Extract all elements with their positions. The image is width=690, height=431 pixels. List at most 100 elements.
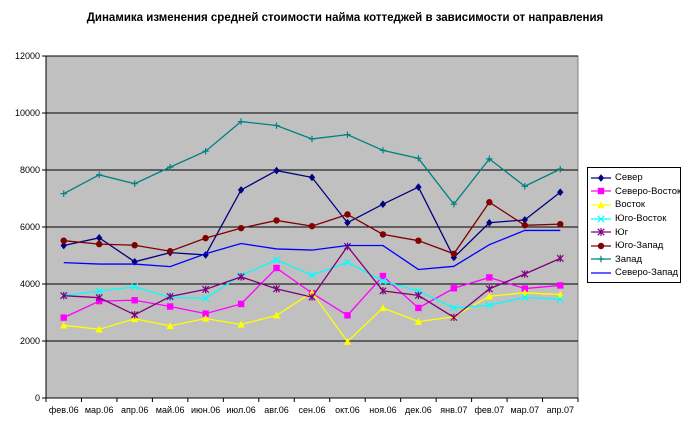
- legend-item: Северо-Запад: [590, 266, 680, 280]
- data-point: [237, 320, 245, 328]
- data-point: [201, 294, 210, 302]
- data-point: [450, 285, 458, 292]
- data-point: [131, 297, 138, 304]
- data-point: [166, 292, 174, 301]
- data-point: [166, 322, 174, 330]
- data-point: [343, 242, 352, 251]
- x-tick-label: май.06: [156, 405, 185, 415]
- data-point: [237, 224, 245, 232]
- legend-label: Восток: [615, 199, 646, 211]
- data-point: [557, 282, 564, 289]
- data-point: [556, 295, 564, 304]
- data-point: [273, 122, 280, 129]
- x-tick-label: июл.06: [226, 405, 255, 415]
- legend-label: Юго-Восток: [615, 213, 667, 225]
- data-point: [450, 250, 458, 257]
- series-1: [60, 166, 564, 266]
- x-tick-label: окт.06: [335, 405, 360, 415]
- data-point: [521, 293, 529, 302]
- legend-label: Северо-Восток: [615, 185, 682, 197]
- y-tick-label: 10000: [15, 108, 40, 118]
- data-point: [486, 199, 493, 206]
- data-point: [521, 270, 529, 278]
- data-point: [485, 285, 493, 293]
- legend-item: Юго-Восток: [590, 212, 680, 226]
- legend-swatch: [591, 242, 611, 249]
- data-point: [202, 234, 209, 242]
- x-tick-label: мар.06: [85, 405, 114, 415]
- data-point: [597, 214, 605, 223]
- x-tick-label: июн.06: [191, 405, 220, 415]
- data-point: [308, 293, 316, 301]
- data-point: [557, 220, 564, 228]
- y-tick-label: 6000: [20, 222, 40, 232]
- data-point: [414, 317, 423, 325]
- data-point: [344, 312, 351, 319]
- y-tick-label: 8000: [20, 165, 40, 175]
- x-tick-label: дек.06: [405, 405, 432, 415]
- data-point: [202, 147, 209, 155]
- data-point: [521, 222, 528, 229]
- data-point: [486, 218, 493, 227]
- data-point: [521, 285, 528, 292]
- data-point: [343, 258, 352, 266]
- series-6: [60, 199, 564, 257]
- data-point: [237, 186, 245, 194]
- data-point: [60, 190, 67, 197]
- data-point: [60, 321, 68, 329]
- data-point: [202, 310, 209, 317]
- data-point: [60, 237, 67, 244]
- data-point: [201, 285, 210, 294]
- series-7: [60, 118, 564, 208]
- data-point: [201, 314, 210, 322]
- legend-label: Юг: [615, 226, 629, 238]
- x-tick-label: апр.06: [121, 405, 148, 415]
- data-point: [415, 237, 422, 244]
- legend-item: Восток: [590, 198, 680, 212]
- data-point: [344, 131, 351, 138]
- data-point: [272, 311, 281, 319]
- data-point: [308, 222, 316, 230]
- legend-swatch: [591, 272, 611, 274]
- y-tick-label: 2000: [20, 336, 40, 346]
- legend-swatch: [591, 214, 611, 223]
- data-point: [60, 314, 67, 321]
- data-point: [379, 277, 387, 285]
- data-point: [96, 240, 103, 248]
- x-tick-label: ноя.06: [369, 405, 396, 415]
- data-point: [450, 313, 458, 322]
- data-point: [237, 118, 245, 125]
- legend-item: Юго-Запад: [590, 239, 680, 253]
- data-point: [60, 241, 67, 250]
- data-point: [597, 256, 605, 263]
- data-point: [556, 254, 564, 263]
- data-point: [379, 287, 387, 295]
- data-point: [60, 291, 68, 300]
- data-point: [273, 217, 280, 224]
- legend-item: Северо-Восток: [590, 185, 682, 199]
- data-point: [486, 274, 493, 281]
- data-point: [597, 242, 605, 249]
- data-point: [450, 201, 458, 208]
- data-point: [96, 234, 103, 242]
- data-point: [556, 290, 564, 298]
- data-point: [521, 183, 528, 190]
- data-point: [237, 273, 245, 281]
- data-point: [272, 256, 281, 264]
- data-point: [273, 166, 280, 175]
- data-point: [237, 300, 245, 308]
- data-point: [344, 218, 351, 227]
- y-tick-label: 4000: [20, 279, 40, 289]
- legend-label: Юго-Запад: [615, 240, 664, 252]
- data-point: [415, 155, 422, 162]
- x-tick-label: авг.06: [264, 405, 288, 415]
- data-point: [308, 271, 316, 279]
- data-point: [166, 163, 174, 171]
- data-point: [414, 291, 423, 300]
- data-point: [379, 200, 387, 208]
- x-tick-label: сен.06: [299, 405, 326, 415]
- y-tick-label: 0: [35, 393, 40, 403]
- legend-label: Запад: [615, 253, 642, 265]
- data-point: [415, 183, 422, 191]
- data-point: [130, 315, 139, 322]
